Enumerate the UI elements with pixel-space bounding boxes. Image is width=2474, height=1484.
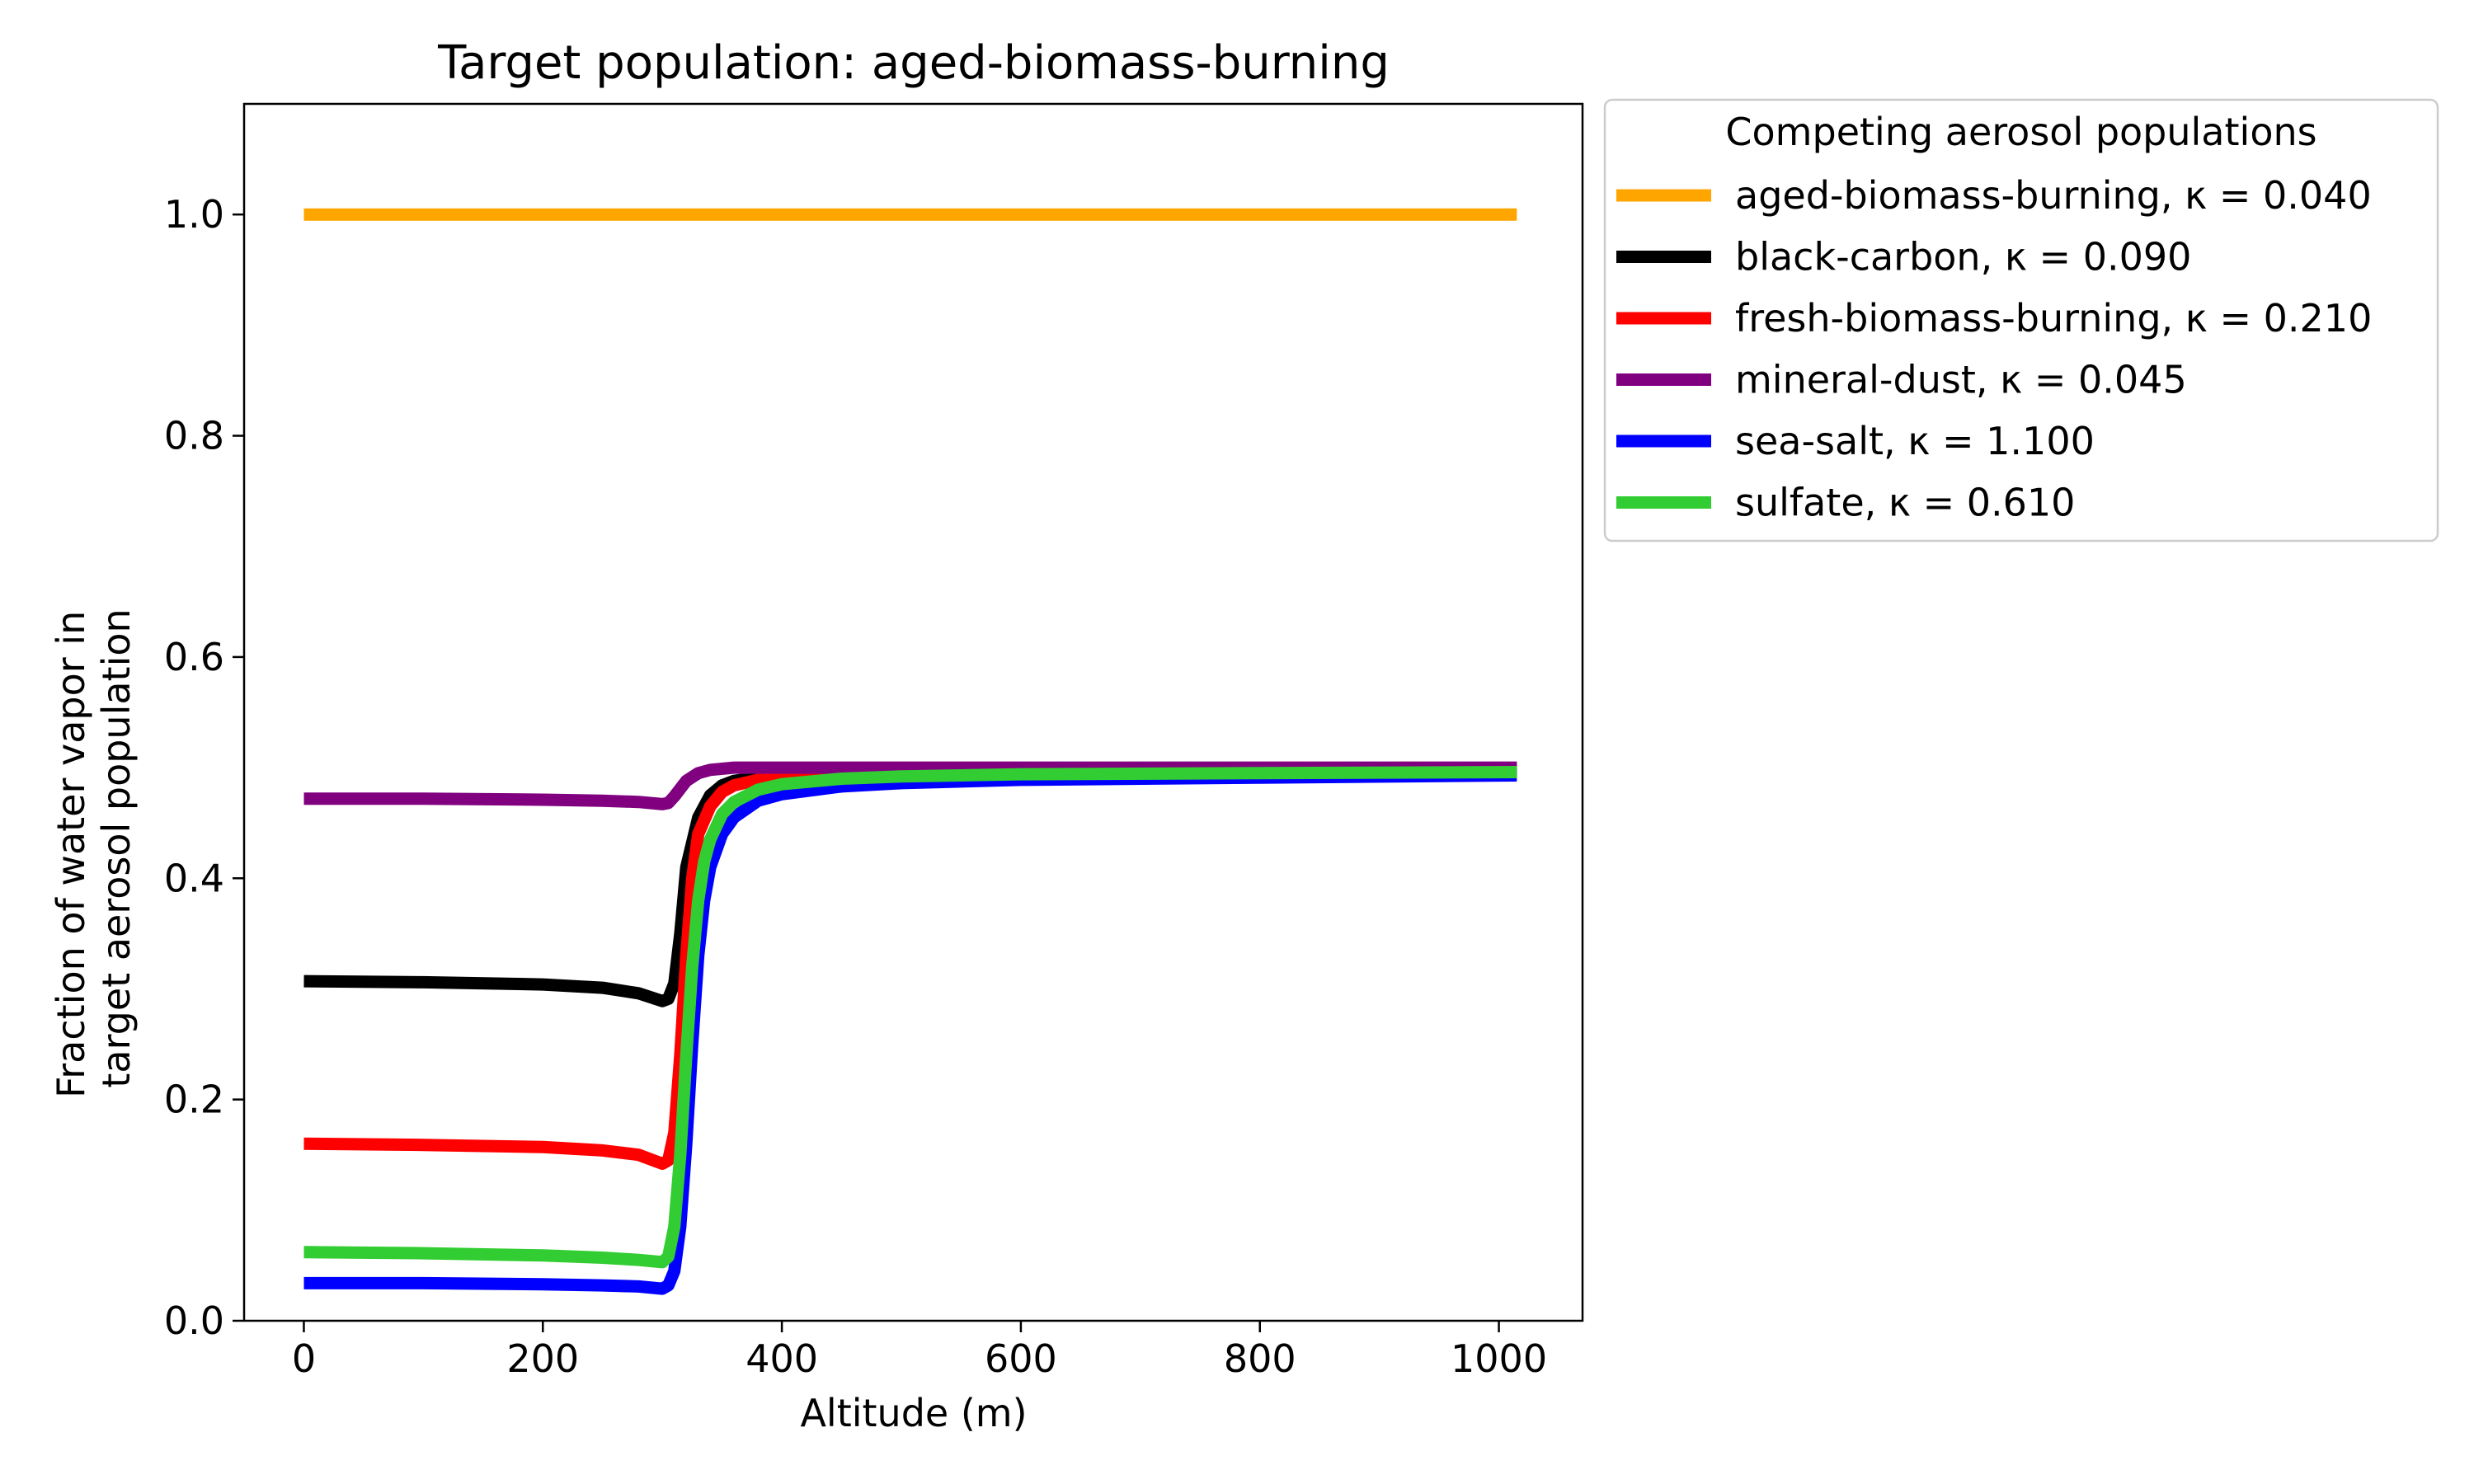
y-tick-label: 0.6 — [164, 635, 224, 679]
x-tick-label: 600 — [985, 1336, 1057, 1381]
y-tick-label: 0.4 — [164, 856, 224, 900]
x-tick-label: 1000 — [1451, 1336, 1547, 1381]
series-line-sea-salt — [303, 769, 1517, 1295]
x-axis: 0 200 400 600 800 1000 — [292, 1321, 1547, 1381]
legend-label-fresh-biomass-burning: fresh-biomass-burning, κ = 0.210 — [1735, 296, 2372, 340]
y-axis-label-line-2: target aerosol population — [94, 608, 139, 1087]
legend: Competing aerosol populations aged-bioma… — [1603, 98, 2439, 542]
legend-entries: aged-biomass-burning, κ = 0.040 black-car… — [1616, 173, 2372, 525]
y-axis-label: Fraction of water vapor in target aeroso… — [49, 599, 139, 1098]
x-tick-label: 0 — [292, 1336, 316, 1381]
plot-frame — [242, 102, 1584, 1322]
series-line-fresh-biomass-burning — [303, 764, 1517, 1170]
x-tick-label: 800 — [1224, 1336, 1296, 1381]
y-axis: 0.0 0.2 0.4 0.6 0.8 1.0 — [164, 192, 244, 1343]
y-axis-label-line-1: Fraction of water vapor in — [49, 611, 93, 1098]
x-tick-label: 400 — [745, 1336, 818, 1381]
legend-label-aged-biomass-burning: aged-biomass-burning, κ = 0.040 — [1735, 173, 2372, 218]
legend-label-sulfate: sulfate, κ = 0.610 — [1735, 481, 2075, 525]
series-line-mineral-dust — [303, 761, 1517, 810]
y-tick-label: 0.8 — [164, 414, 224, 458]
legend-title: Competing aerosol populations — [1725, 110, 2316, 154]
y-tick-label: 0.0 — [164, 1298, 224, 1343]
series-line-sulfate — [303, 766, 1517, 1269]
chart-title: Target population: aged-biomass-burning — [437, 36, 1390, 90]
y-tick-label: 0.2 — [164, 1078, 224, 1122]
plot-lines — [303, 208, 1517, 1295]
x-tick-label: 200 — [506, 1336, 579, 1381]
legend-label-mineral-dust: mineral-dust, κ = 0.045 — [1735, 358, 2187, 402]
legend-label-black-carbon: black-carbon, κ = 0.090 — [1735, 235, 2191, 279]
legend-label-sea-salt: sea-salt, κ = 1.100 — [1735, 419, 2095, 463]
legend-box — [1603, 98, 2439, 542]
y-tick-label: 1.0 — [164, 192, 224, 237]
x-axis-label: Altitude (m) — [800, 1391, 1027, 1435]
